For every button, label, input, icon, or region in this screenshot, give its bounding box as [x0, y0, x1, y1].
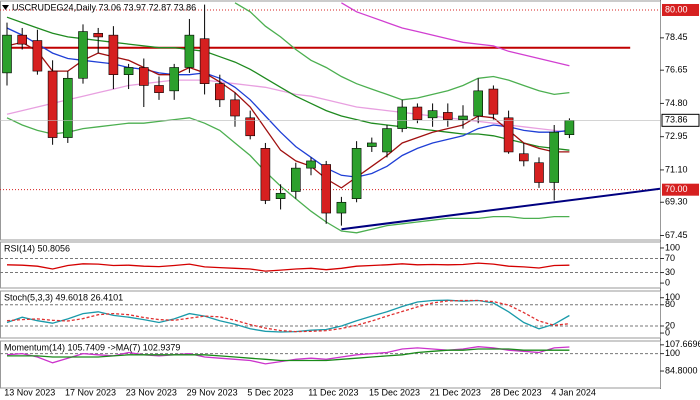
level-box	[662, 183, 699, 196]
last-price-box	[661, 113, 700, 127]
series-line	[6, 262, 570, 272]
candle-body	[549, 131, 560, 183]
x-tick-label: 21 Dec 2023	[430, 387, 481, 397]
candle-body	[17, 34, 28, 45]
series-line	[6, 41, 570, 189]
y-tick-label: 70	[665, 253, 675, 263]
candle-body	[473, 90, 484, 117]
candle-body	[62, 77, 73, 138]
y-tick-label: 100	[665, 348, 680, 358]
y-tick-label: 30	[665, 267, 675, 277]
level-label: 80.00	[665, 4, 688, 14]
candle-body	[230, 99, 240, 117]
x-tick-label: 13 Nov 2023	[4, 387, 55, 397]
candle-body	[108, 34, 119, 75]
y-tick-label: 100	[665, 292, 680, 302]
candle-body	[290, 167, 301, 192]
candle-body	[397, 106, 408, 129]
series-line	[6, 16, 570, 151]
y-tick-label: 72.95	[665, 131, 688, 141]
series-line	[6, 299, 570, 333]
series-line	[341, 2, 570, 67]
y-tick-label: 84.8000	[665, 365, 698, 375]
candle-body	[184, 34, 195, 68]
panel-frame	[0, 290, 661, 339]
y-tick-label: 71.10	[665, 164, 688, 174]
candle-body	[2, 34, 12, 74]
candle-body	[47, 70, 58, 138]
x-tick-label: 28 Dec 2023	[491, 387, 542, 397]
candle-body	[382, 128, 392, 153]
series-line	[6, 27, 570, 178]
candle-body	[123, 67, 134, 75]
panel-title: Momentum(14) 105.7409 ->MA(7) 102.9379	[4, 342, 180, 352]
y-tick-label: 74.80	[665, 98, 688, 108]
x-tick-label: 5 Dec 2023	[247, 387, 293, 397]
panel-title: Stoch(5,3,3) 49.6018 26.4101	[4, 292, 123, 302]
x-tick-label: 15 Dec 2023	[369, 387, 420, 397]
candle-body	[154, 85, 164, 93]
candle-body	[442, 112, 453, 120]
level-box	[662, 3, 699, 16]
y-tick-label: 0	[665, 327, 670, 337]
last-price-label: 73.86	[665, 115, 688, 125]
panel-frame	[0, 241, 661, 289]
candle-body	[260, 148, 271, 201]
candle-body	[32, 40, 43, 72]
candle-body	[169, 67, 179, 92]
x-tick-label: 29 Nov 2023	[187, 387, 238, 397]
candle-body	[488, 88, 499, 115]
series-line	[234, 2, 570, 101]
candle-body	[458, 115, 468, 120]
menu-arrow	[2, 5, 9, 10]
y-tick-label: 107.6696	[665, 339, 700, 349]
candle-body	[351, 148, 362, 199]
x-tick-label: 4 Jan 2024	[551, 387, 596, 397]
candle-body	[93, 33, 103, 38]
candle-body	[321, 164, 332, 214]
candle-body	[534, 162, 544, 183]
candle-body	[199, 38, 210, 84]
y-tick-label: 69.30	[665, 197, 688, 207]
y-tick-label: 76.65	[665, 65, 688, 75]
candle-body	[503, 117, 514, 153]
series-line	[7, 348, 570, 362]
candle-body	[215, 83, 225, 101]
y-tick-label: 80	[665, 299, 675, 309]
y-tick-label: 20	[665, 320, 675, 330]
level-label: 70.00	[665, 184, 688, 194]
candle-body	[564, 120, 575, 135]
series-line	[6, 117, 570, 234]
x-tick-label: 17 Nov 2023	[65, 387, 116, 397]
panel-title: RSI(14) 50.8056	[4, 243, 70, 253]
candle-body	[518, 153, 529, 162]
y-tick-label: 78.45	[665, 32, 688, 42]
candle-body	[427, 110, 438, 119]
y-tick-label: 0	[665, 277, 670, 287]
candle-body	[245, 117, 255, 137]
candle-body	[306, 160, 316, 169]
x-tick-label: 11 Dec 2023	[308, 387, 358, 397]
candle-body	[78, 31, 88, 79]
panel-title: USCRUDEG24,Daily 73.06 73.97 72.87 73.86	[12, 2, 196, 12]
candle-body	[412, 106, 423, 120]
candle-body	[275, 192, 286, 199]
trendline	[341, 187, 661, 231]
x-tick-label: 23 Nov 2023	[126, 387, 177, 397]
panel-frame	[0, 340, 661, 389]
y-tick-label: 100	[665, 242, 680, 252]
candle-body	[336, 201, 347, 214]
candle-body	[366, 142, 377, 147]
candle-body	[139, 67, 149, 86]
y-tick-label: 67.45	[665, 230, 688, 240]
series-line	[6, 79, 570, 133]
